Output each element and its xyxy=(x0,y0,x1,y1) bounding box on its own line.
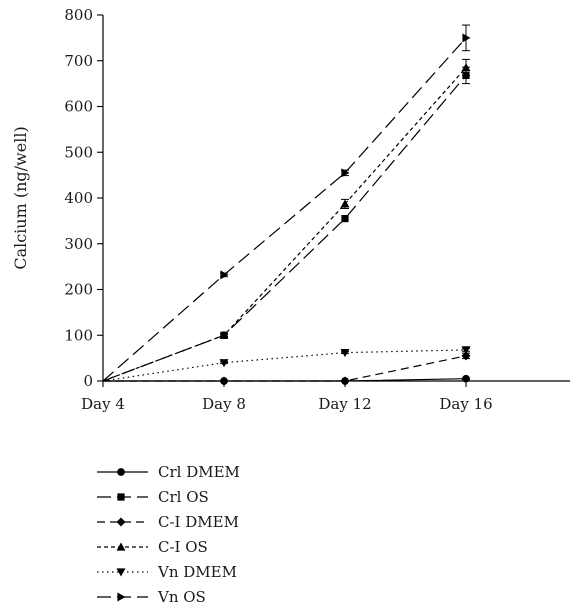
y-axis-label: Calcium (ng/well) xyxy=(11,126,30,269)
legend-marker-crl-os xyxy=(117,493,125,501)
y-tick-label: 100 xyxy=(64,326,93,344)
data-point-vn-dmem xyxy=(219,359,229,368)
data-point-c-i-os xyxy=(461,63,471,72)
data-point-c-i-dmem xyxy=(219,376,229,386)
x-tick-label: Day 4 xyxy=(81,395,125,413)
legend-item-crl-dmem: Crl DMEM xyxy=(97,463,240,481)
data-point-vn-os xyxy=(220,270,229,280)
y-ticks: 0 100 200 300 400 500 600 700 800 xyxy=(64,6,103,390)
y-tick-label: 700 xyxy=(64,52,93,70)
legend-item-crl-os: Crl OS xyxy=(97,488,209,506)
y-tick-label: 800 xyxy=(64,6,93,24)
data-point-c-i-dmem xyxy=(340,376,350,386)
data-point-crl-os xyxy=(341,214,349,223)
legend-label-crl-dmem: Crl DMEM xyxy=(158,463,240,481)
series-line-vn-os xyxy=(102,37,467,382)
y-tick-label: 400 xyxy=(64,189,93,207)
legend-item-c-i-os: C-I OS xyxy=(97,538,208,556)
legend-label-crl-os: Crl OS xyxy=(158,488,209,506)
legend-marker-c-i-os xyxy=(116,542,126,551)
data-point-crl-os xyxy=(462,71,470,79)
series-line-crl-os xyxy=(102,75,467,382)
y-tick-label: 0 xyxy=(83,372,93,390)
x-tick-label: Day 12 xyxy=(318,395,371,413)
legend-marker-crl-dmem xyxy=(117,468,125,476)
y-tick-label: 500 xyxy=(64,143,93,161)
y-tick-label: 600 xyxy=(64,98,93,116)
legend-label-vn-os: Vn OS xyxy=(157,588,206,602)
series-line-vn-dmem xyxy=(102,349,467,382)
legend-marker-vn-dmem xyxy=(116,568,126,577)
data-point-c-i-dmem xyxy=(461,351,471,361)
data-point-vn-dmem xyxy=(340,349,350,358)
legend-marker-vn-os xyxy=(117,592,126,602)
data-point-vn-dmem xyxy=(461,346,471,355)
data-point-vn-os xyxy=(341,168,350,178)
series-markers xyxy=(219,33,471,386)
x-tick-label: Day 8 xyxy=(202,395,246,413)
y-tick-label: 200 xyxy=(64,281,93,299)
data-point-crl-dmem xyxy=(462,374,470,383)
legend-item-vn-dmem: Vn DMEM xyxy=(97,563,237,581)
y-tick-label: 300 xyxy=(64,235,93,253)
data-point-vn-os xyxy=(462,33,471,43)
series-line-c-i-os xyxy=(102,67,467,382)
legend: Crl DMEM Crl OS C-I DMEM C-I OS Vn DMEM Vn OS xyxy=(97,463,240,602)
x-ticks: Day 4 Day 8 Day 12 Day 16 xyxy=(81,381,493,413)
data-point-c-i-os xyxy=(219,330,229,339)
legend-item-vn-os: Vn OS xyxy=(97,588,206,602)
legend-label-c-i-dmem: C-I DMEM xyxy=(158,513,239,531)
data-point-c-i-os xyxy=(340,199,350,208)
legend-label-c-i-os: C-I OS xyxy=(158,538,208,556)
series-line-crl-dmem xyxy=(103,378,467,382)
series-line-c-i-dmem xyxy=(103,355,467,382)
x-tick-label: Day 16 xyxy=(439,395,492,413)
legend-marker-c-i-dmem xyxy=(116,517,126,527)
legend-item-c-i-dmem: C-I DMEM xyxy=(97,513,239,531)
legend-label-vn-dmem: Vn DMEM xyxy=(157,563,237,581)
plot-area: Calcium (ng/well) 0 100 200 300 400 500 600 700… xyxy=(11,6,570,413)
series-lines xyxy=(102,37,467,382)
